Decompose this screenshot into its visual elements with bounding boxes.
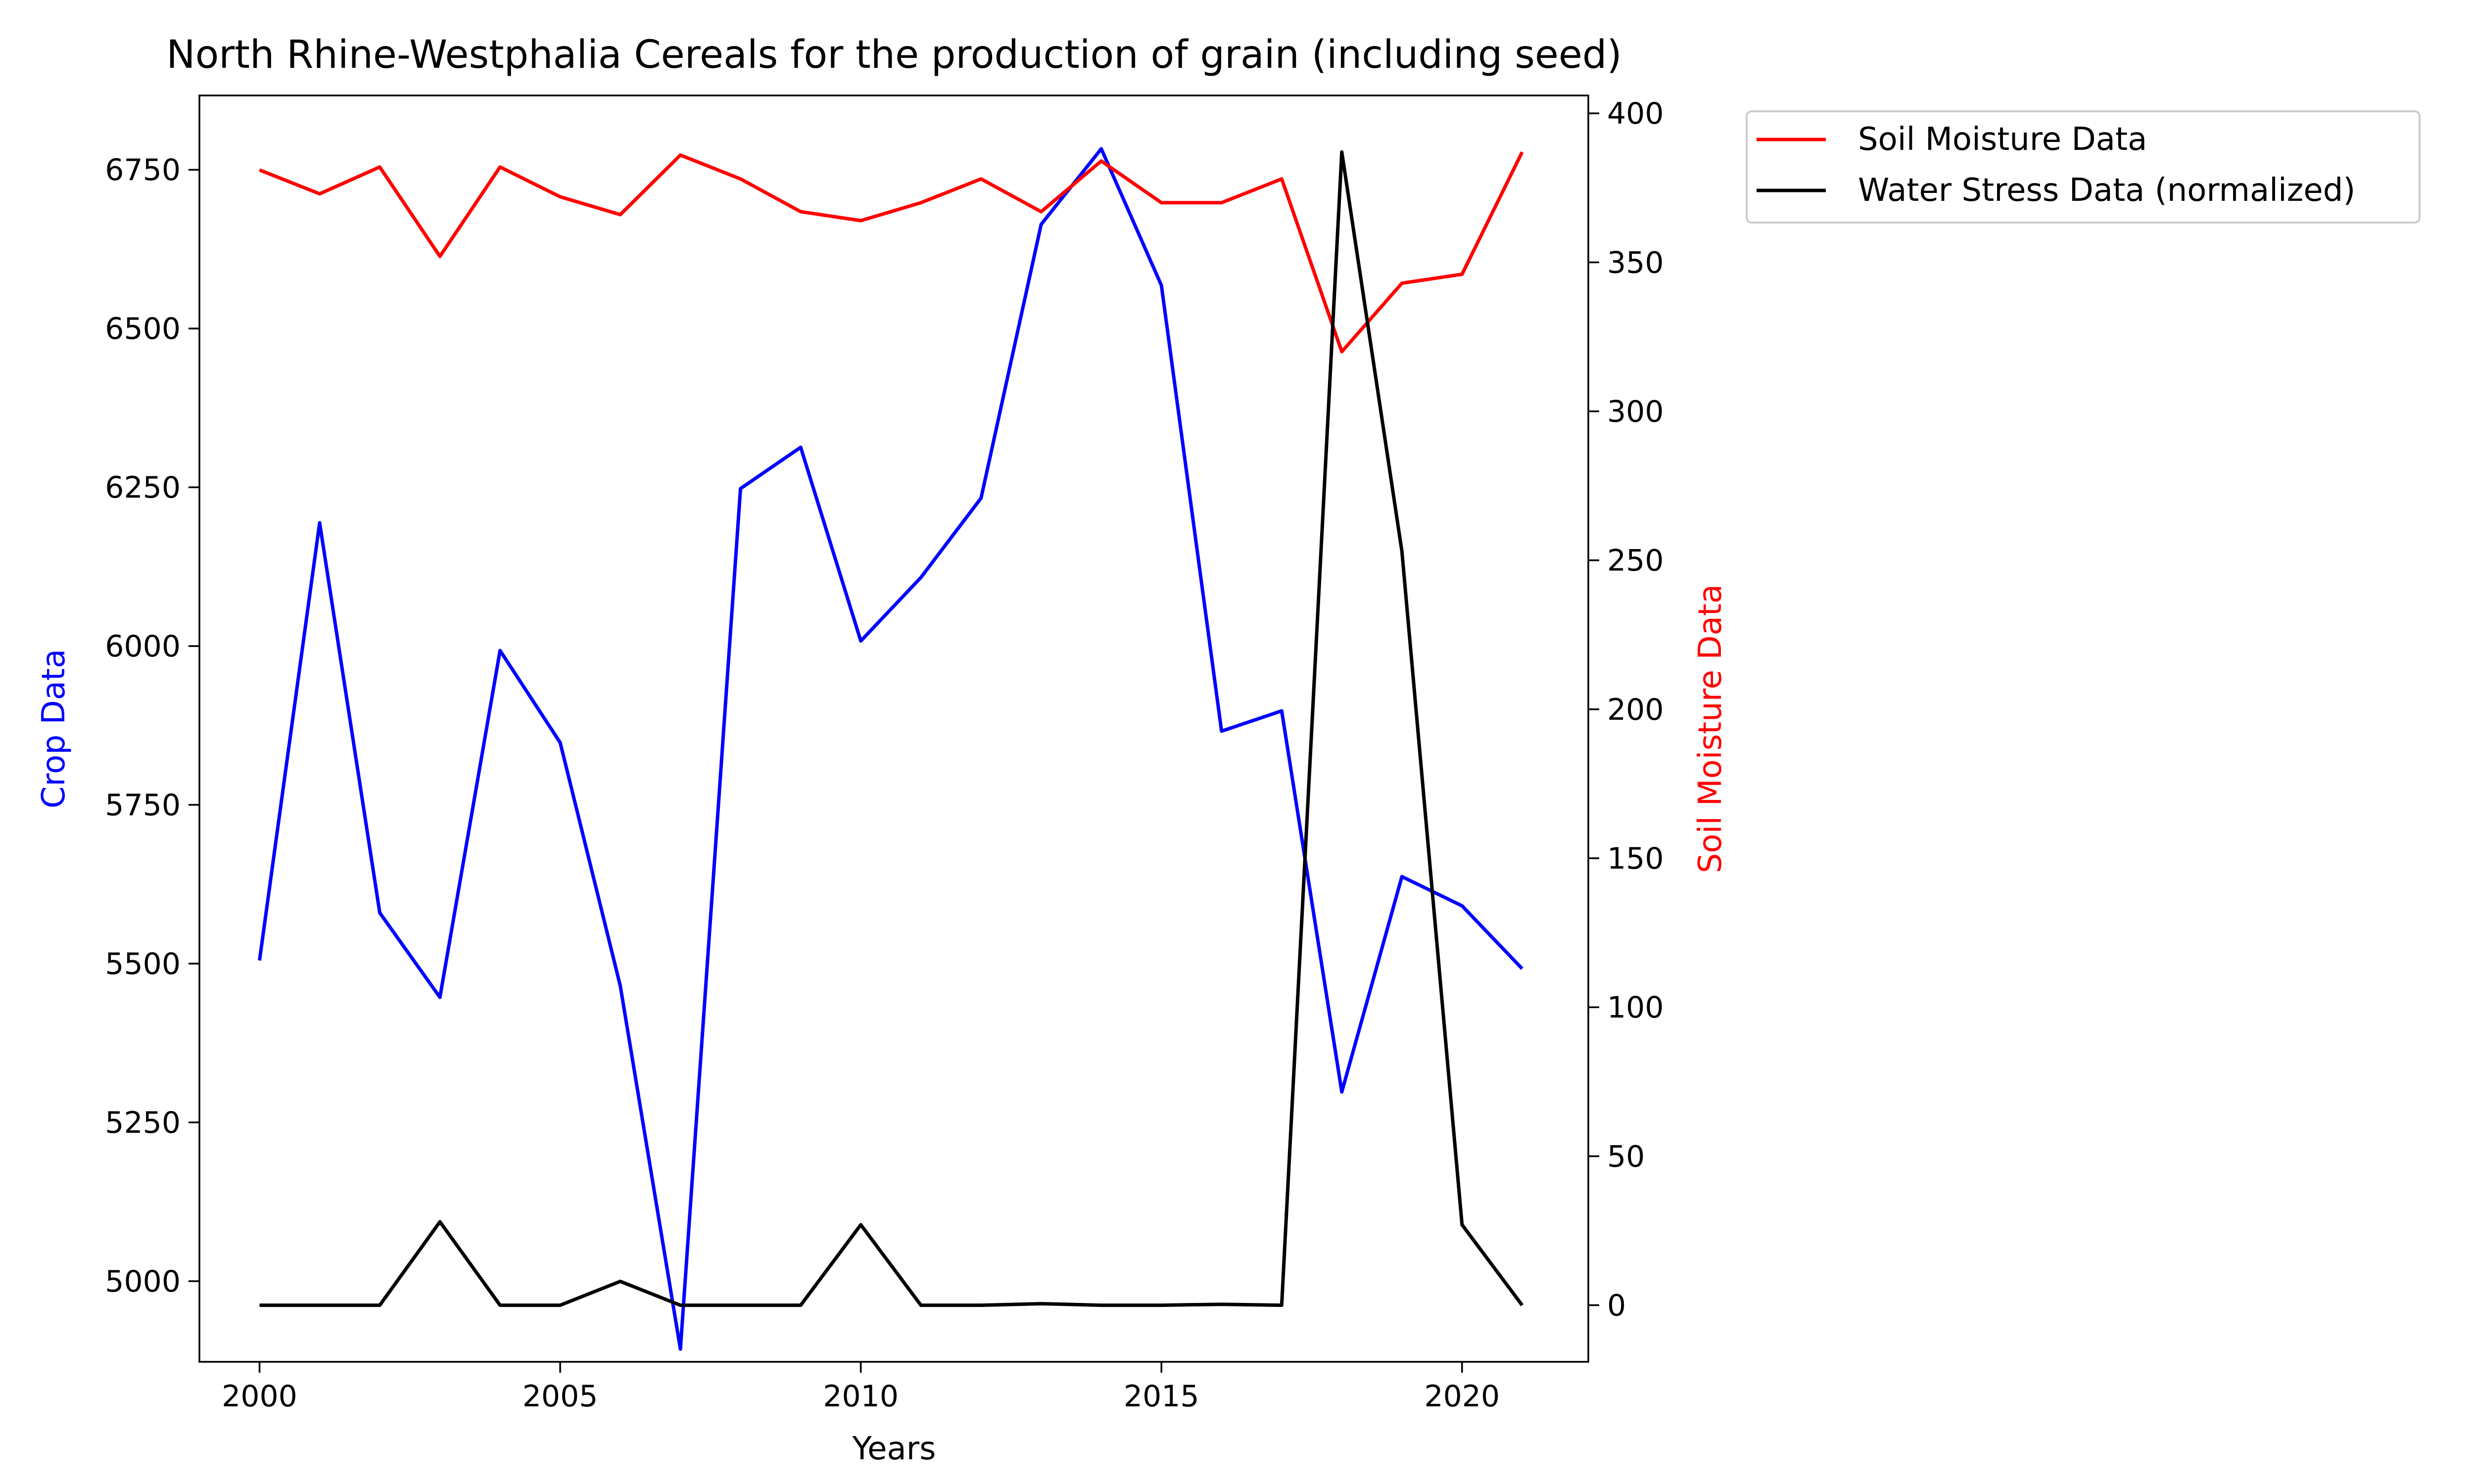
chart-title: North Rhine-Westphalia Cereals for the p… xyxy=(166,33,1622,77)
legend: Soil Moisture Data Water Stress Data (no… xyxy=(1746,110,2421,224)
x-tick-label: 2020 xyxy=(1424,1379,1500,1414)
y-right-tick-label: 100 xyxy=(1607,990,1664,1025)
legend-label-soil-moisture: Soil Moisture Data xyxy=(1858,121,2147,158)
x-tick-label: 2015 xyxy=(1124,1379,1199,1414)
y-axis-left: 5000 5250 5500 5750 6000 6250 6500 6750 xyxy=(105,153,199,1299)
x-tick-label: 2005 xyxy=(523,1379,598,1414)
y-left-tick-label: 5250 xyxy=(105,1106,181,1140)
y-axis-label-right: Soil Moisture Data xyxy=(1692,584,1729,873)
series-line-crop-data xyxy=(258,147,1523,1351)
y-left-tick-label: 6500 xyxy=(105,312,181,346)
y-left-tick-label: 6000 xyxy=(105,629,181,664)
y-right-tick-label: 400 xyxy=(1607,96,1664,131)
y-right-tick-label: 50 xyxy=(1607,1139,1645,1174)
y-axis-right: 0 50 100 150 200 250 300 350 400 xyxy=(1588,96,1664,1323)
y-left-tick-label: 6750 xyxy=(105,153,181,187)
y-right-tick-label: 300 xyxy=(1607,394,1664,429)
y-left-tick-label: 6250 xyxy=(105,470,181,505)
plot-lines xyxy=(258,147,1524,1351)
y-left-tick-label: 5000 xyxy=(105,1264,181,1299)
y-right-tick-label: 150 xyxy=(1607,841,1664,876)
legend-label-water-stress: Water Stress Data (normalized) xyxy=(1858,172,2355,209)
series-line-water-stress xyxy=(259,150,1524,1307)
y-axis-label-left: Crop Data xyxy=(36,649,72,809)
series-line-soil-moisture xyxy=(259,151,1524,354)
y-right-tick-label: 350 xyxy=(1607,245,1664,280)
plot-frame xyxy=(198,94,1589,1363)
x-axis: 2000 2005 2010 2015 2020 xyxy=(222,1362,1500,1414)
y-right-tick-label: 0 xyxy=(1607,1289,1626,1323)
x-axis-label: Years xyxy=(852,1431,936,1467)
y-left-tick-label: 5500 xyxy=(105,947,181,981)
y-right-tick-label: 250 xyxy=(1607,544,1664,578)
legend-box xyxy=(1746,110,2421,224)
y-right-tick-label: 200 xyxy=(1607,693,1664,727)
x-tick-label: 2000 xyxy=(222,1379,297,1414)
x-tick-label: 2010 xyxy=(823,1379,899,1414)
y-left-tick-label: 5750 xyxy=(105,788,181,823)
